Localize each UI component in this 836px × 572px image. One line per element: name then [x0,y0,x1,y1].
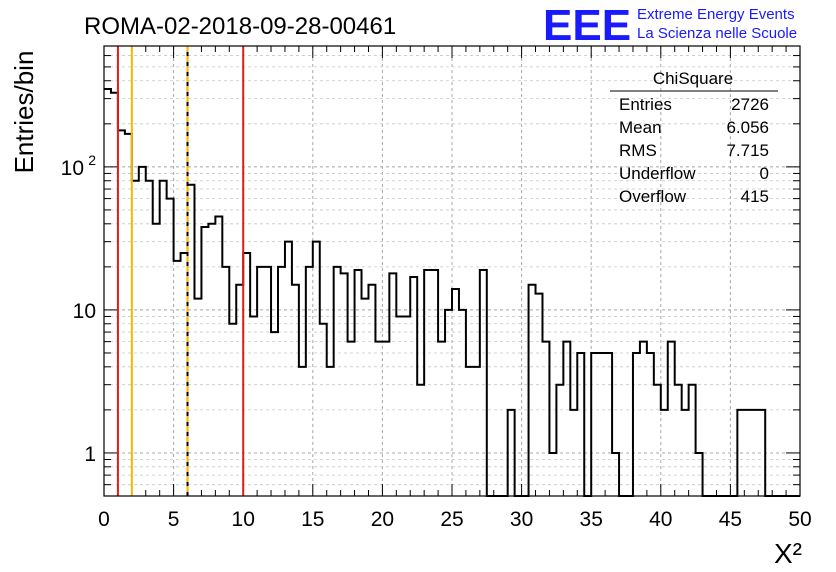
stats-title: ChiSquare [653,69,733,88]
x-tick-label: 45 [719,508,742,531]
stats-entries-value: 2726 [731,95,769,114]
stats-mean-value: 6.056 [726,118,769,137]
reference-lines [116,46,245,496]
x-tick-label: 5 [168,508,180,531]
y-tick-label: 10 [61,157,84,180]
logo-line2: La Scienza nelle Scuole [637,25,797,42]
x-tick-label: 40 [649,508,672,531]
stats-box: ChiSquare Entries 2726 Mean 6.056 RMS 7.… [610,69,778,206]
x-tick-label: 35 [580,508,603,531]
stats-overflow-label: Overflow [619,187,687,206]
run-title: ROMA-02-2018-09-28-00461 [84,13,396,40]
plot-frame [103,45,801,497]
x-tick-label: 30 [510,508,533,531]
y-tick-label: 10 [73,300,96,323]
eee-logo: EEE Extreme Energy Events La Scienza nel… [543,1,797,50]
y-tick-label: 1 [84,443,96,466]
histogram-outline [104,88,800,497]
x-tick-label: 50 [788,508,811,531]
histogram-marks [104,88,800,497]
stats-overflow-value: 415 [741,187,769,206]
logo-mark: EEE [543,1,631,50]
x-tick-labels: 0 5 10 15 20 25 30 35 40 45 50 [98,508,812,531]
x-tick-label: 20 [371,508,394,531]
stats-underflow-label: Underflow [619,164,696,183]
x-tick-label: 25 [440,508,463,531]
x-tick-label: 0 [98,508,110,531]
x-tick-label: 10 [232,508,255,531]
y-axis-label: Entries/bin [9,51,39,174]
stats-rms-value: 7.715 [726,141,769,160]
stats-entries-label: Entries [619,95,672,114]
logo-line1: Extreme Energy Events [637,6,795,23]
stats-mean-label: Mean [619,118,662,137]
y-tick-exponent: 2 [88,152,96,168]
minor-ticks [103,45,801,497]
x-tick-label: 15 [301,508,324,531]
stats-underflow-value: 0 [760,164,769,183]
stats-rms-label: RMS [619,141,657,160]
grid [104,45,800,497]
x-axis-label: X² [774,538,802,569]
